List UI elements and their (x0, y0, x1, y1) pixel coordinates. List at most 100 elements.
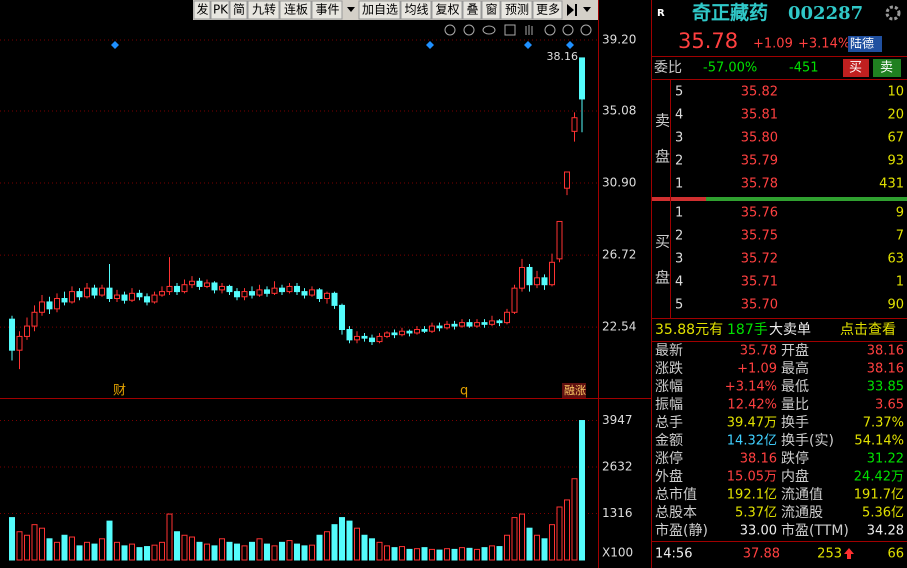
toolbar-label[interactable]: PK (213, 3, 229, 17)
toolbar-button[interactable] (431, 0, 463, 20)
volume-bar (54, 541, 60, 561)
tool-icon[interactable] (444, 24, 456, 36)
stat-value: 192.1亿 (727, 488, 777, 503)
volume-bar (91, 543, 98, 561)
tool-icon[interactable] (580, 24, 592, 36)
toolbar-button[interactable] (193, 0, 211, 20)
volume-bar (316, 534, 323, 561)
tool-icon[interactable] (504, 24, 516, 36)
tick-price: 37.88 (743, 547, 780, 562)
candle-body (279, 287, 285, 293)
candle-body (136, 292, 143, 298)
stat-value: +3.14% (725, 380, 777, 395)
candle-body (519, 266, 525, 289)
toolbar-button[interactable] (462, 0, 482, 20)
candle-body (451, 323, 458, 327)
toolbar-label[interactable]: 发 (196, 2, 208, 17)
toolbar-button[interactable] (247, 0, 280, 20)
book-level: 1 (675, 177, 683, 192)
sell-label[interactable]: 卖 (880, 61, 893, 76)
candle-body (294, 285, 300, 293)
stat-value: 54.14% (854, 434, 904, 449)
stat-value: 12.42% (727, 398, 777, 413)
toolbar-label[interactable]: 复权 (435, 3, 459, 17)
volume-bar (121, 545, 128, 561)
book-volume: 10 (887, 85, 904, 100)
toolbar-label[interactable]: 事件 (315, 3, 339, 17)
toolbar-label[interactable]: 均线 (404, 3, 428, 17)
book-volume: 20 (887, 108, 904, 123)
stat-value: +1.09 (737, 362, 777, 377)
candle-body (159, 291, 165, 296)
candle-body (331, 292, 338, 306)
toolbar-button[interactable] (210, 0, 230, 20)
toolbar-label[interactable]: 叠 (466, 3, 478, 17)
book-level: 5 (675, 85, 683, 100)
toolbar-button[interactable] (500, 0, 533, 20)
stat-label: 涨跌 (655, 361, 683, 377)
tick-arrow (844, 548, 854, 559)
candle-body (489, 320, 495, 325)
book-volume: 63 (887, 252, 904, 267)
candle-body (241, 291, 248, 298)
stat-value: 191.7亿 (854, 488, 904, 503)
buy-label[interactable]: 买 (849, 61, 862, 76)
candle-body (481, 322, 488, 325)
toolbar-label[interactable]: 更多 (536, 3, 560, 17)
sell-button[interactable] (873, 59, 901, 77)
event-badge (562, 383, 586, 398)
ratio-bar-sell (652, 197, 706, 201)
candle-body (61, 297, 68, 303)
y-tick-label: 39.20 (602, 32, 636, 46)
weibi-label: 委比 (654, 60, 682, 76)
bigorder-link[interactable]: 点击查看 (840, 322, 896, 338)
tool-icon[interactable] (562, 24, 574, 36)
dropdown-icon[interactable] (583, 7, 591, 12)
price-change: +1.09 (753, 37, 793, 52)
tool-icon[interactable] (482, 25, 496, 35)
candle-body (286, 285, 293, 293)
toolbar-button[interactable] (311, 0, 343, 20)
candle-body (346, 329, 353, 341)
volume-bar (181, 534, 188, 561)
toolbar-label[interactable]: 九转 (252, 2, 276, 17)
candle-body (511, 287, 518, 313)
chart-tools[interactable] (444, 24, 592, 36)
book-level: 3 (675, 252, 683, 267)
candle-body (189, 280, 195, 286)
volume-bar (129, 543, 135, 561)
candle-body (99, 287, 105, 296)
tool-icon[interactable] (525, 25, 533, 35)
settings-icon[interactable] (885, 5, 901, 21)
book-volume: 93 (887, 154, 904, 169)
dropdown-icon[interactable] (347, 7, 355, 12)
buy-button[interactable] (843, 59, 869, 77)
toolbar-button[interactable] (279, 0, 312, 20)
volume-bar (174, 531, 180, 561)
toolbar-button[interactable] (358, 0, 401, 20)
candle-body (166, 285, 173, 293)
toolbar-label[interactable]: 加自选 (362, 3, 398, 17)
tool-icon[interactable] (463, 24, 475, 36)
weibi-ratio: -57.00% (703, 61, 757, 76)
toolbar-button[interactable] (229, 0, 248, 20)
tool-icon[interactable] (544, 24, 556, 36)
toolbar-label[interactable]: 窗 (485, 3, 497, 17)
toolbar-button[interactable] (532, 0, 563, 20)
nav-icon[interactable] (567, 4, 577, 16)
volume-bar (249, 541, 255, 561)
candle-body (504, 311, 510, 324)
volume-bar (361, 534, 368, 561)
candle-body (301, 291, 308, 296)
toolbar-label[interactable]: 预测 (505, 3, 529, 17)
event-diamonds (111, 41, 574, 49)
candle-body (309, 289, 315, 296)
tick-count: 66 (887, 547, 904, 562)
toolbar-label[interactable]: 简 (233, 3, 245, 17)
stat-value: 38.16 (867, 344, 904, 359)
volume-bar (414, 548, 420, 561)
toolbar-button[interactable] (481, 0, 501, 20)
volume-bar (144, 546, 150, 561)
toolbar-button[interactable] (400, 0, 432, 20)
toolbar-label[interactable]: 连板 (284, 2, 308, 17)
